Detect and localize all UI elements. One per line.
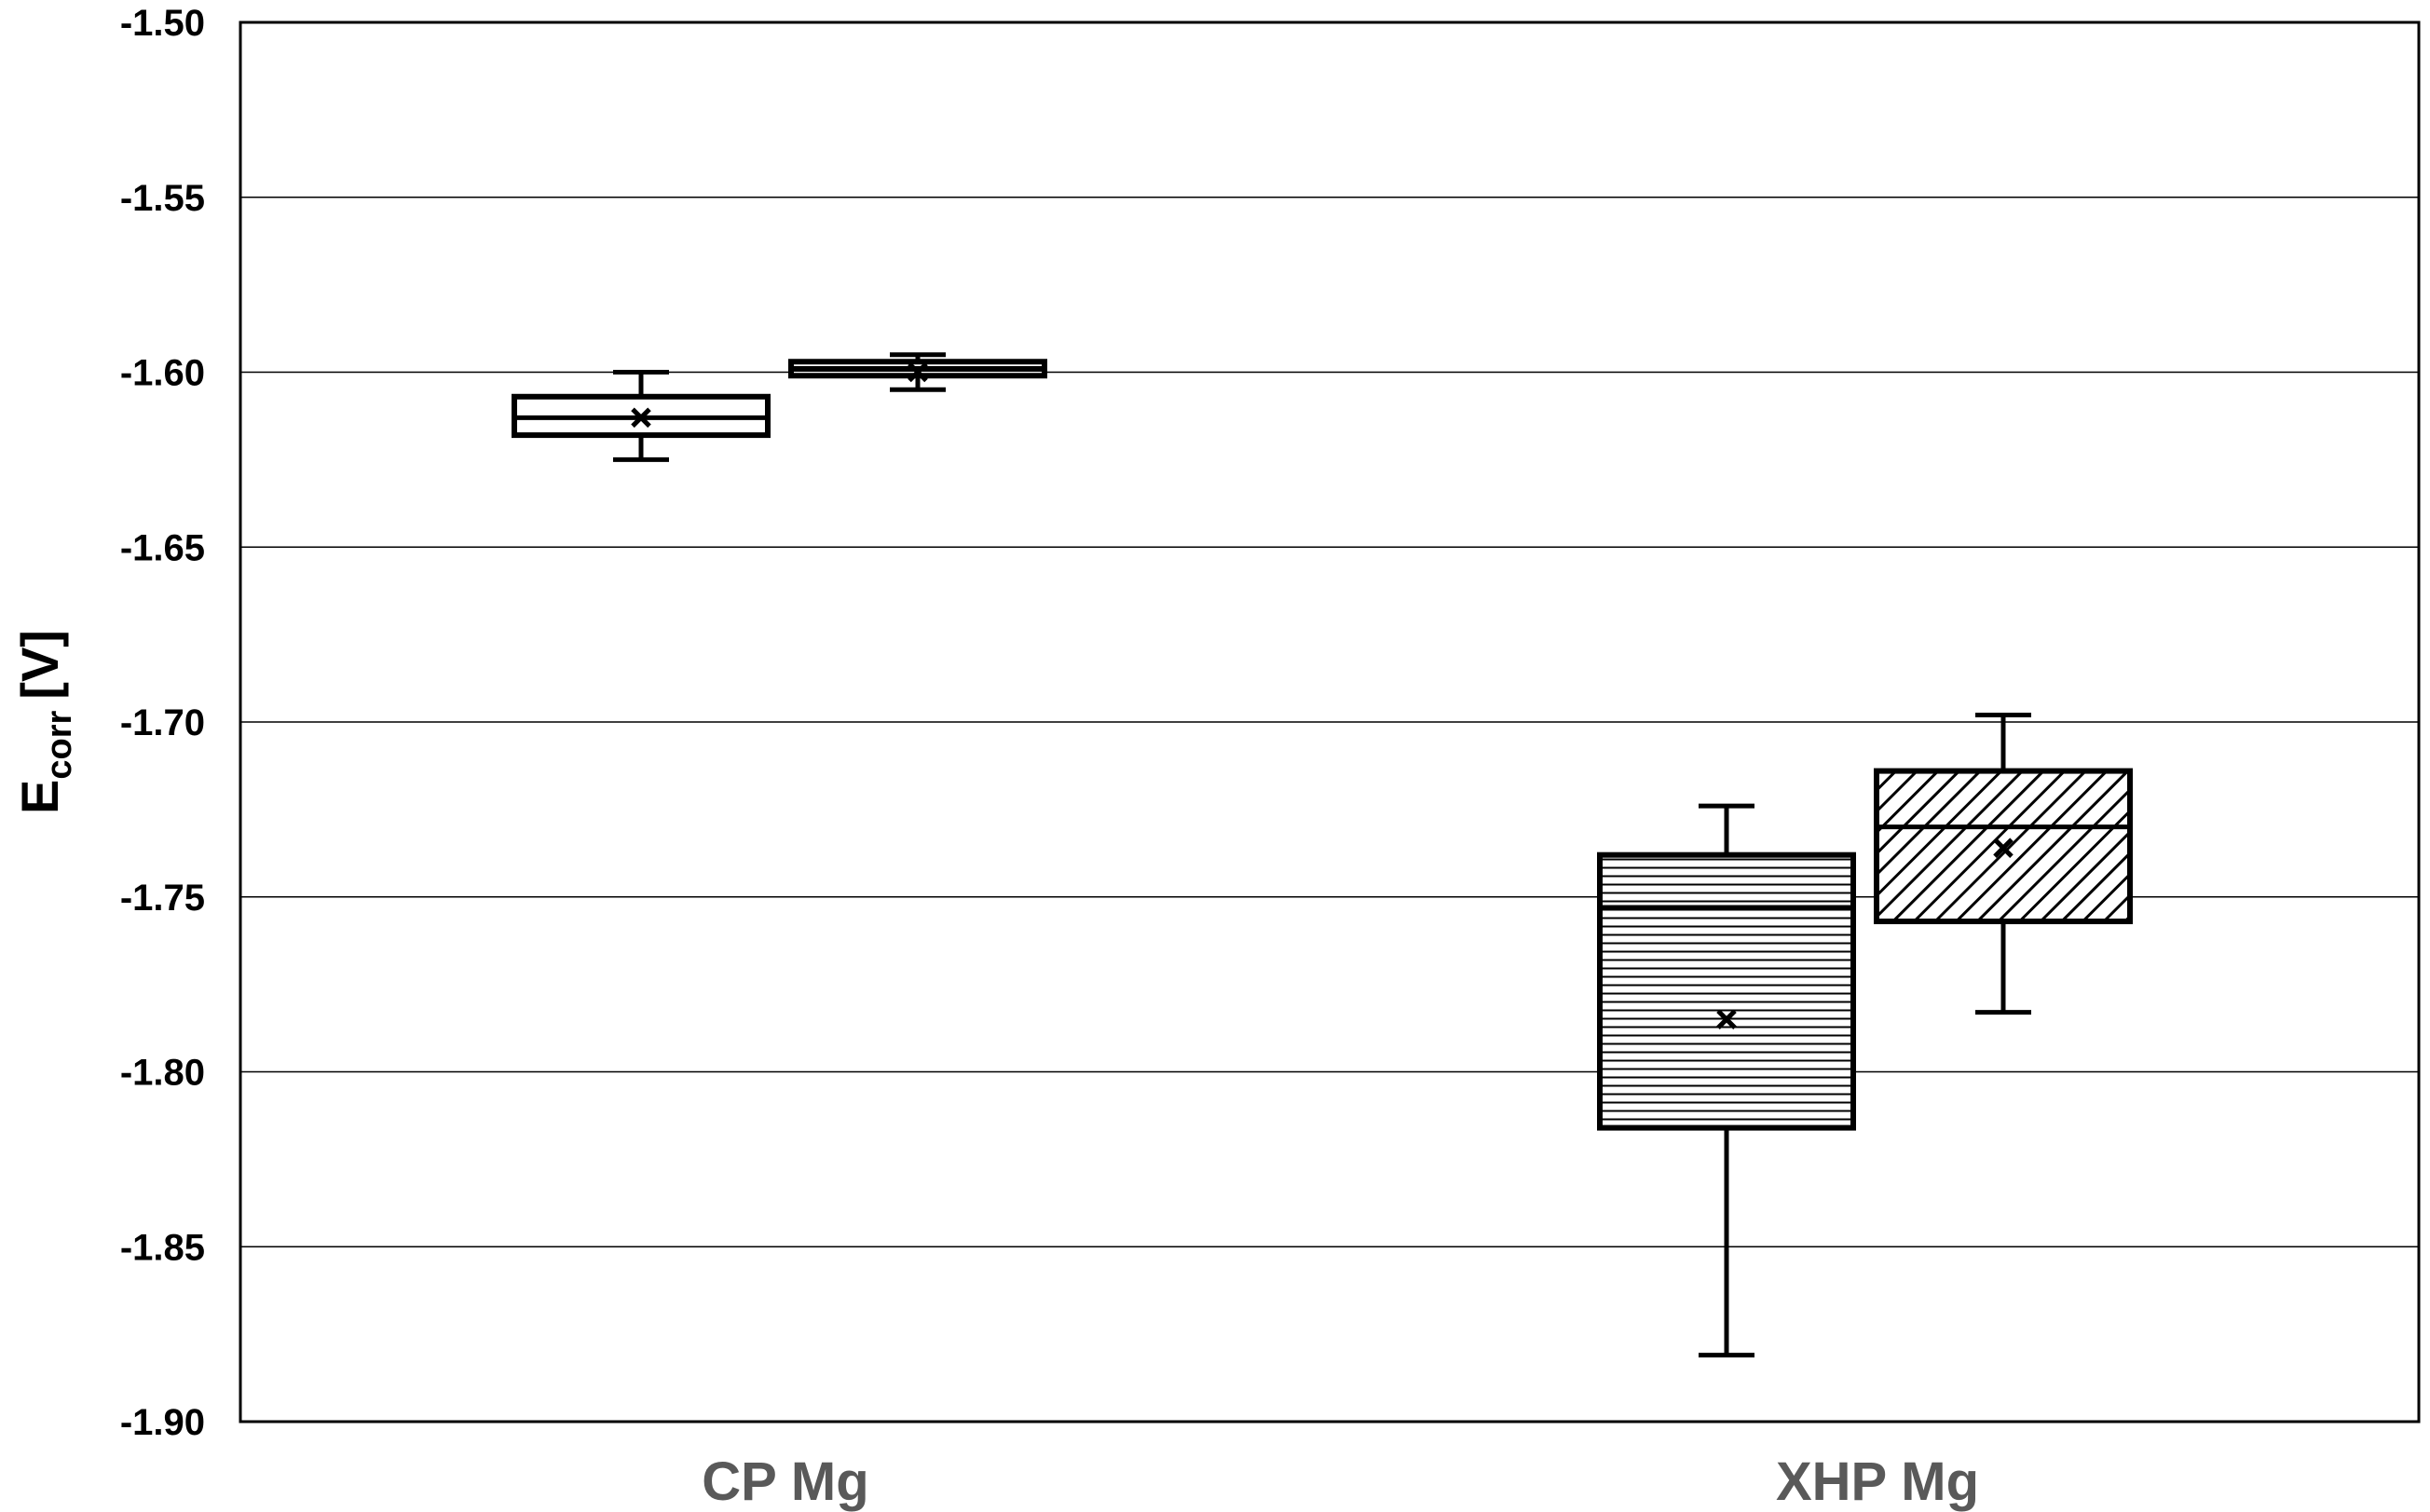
y-tick-label: -1.70 <box>120 702 205 743</box>
mean-marker <box>631 407 651 429</box>
x-category-label: XHP Mg <box>1776 1451 1979 1512</box>
y-axis-title: Ecorr [V] <box>10 630 79 814</box>
y-axis-tick-labels: -1.50 -1.55 -1.60 -1.65 -1.70 -1.75 -1.80 -1.85… <box>120 3 205 1443</box>
y-tick-label: -1.80 <box>120 1053 205 1094</box>
x-category-label: CP Mg <box>702 1451 868 1512</box>
plot-area-border <box>239 20 2421 1423</box>
mean-marker <box>1716 1009 1737 1029</box>
y-tick-label: -1.60 <box>120 353 205 394</box>
y-axis-title-main: E <box>10 780 69 814</box>
y-tick-label: -1.85 <box>120 1227 205 1268</box>
y-tick-label: -1.90 <box>120 1402 205 1443</box>
y-tick-label: -1.50 <box>120 3 205 44</box>
mean-marker <box>908 361 928 383</box>
y-tick-label: -1.65 <box>120 527 205 568</box>
gridlines <box>240 21 2419 1423</box>
box-iqr <box>1597 851 1856 1131</box>
box-item <box>1597 803 1856 1358</box>
box-item <box>788 352 1047 392</box>
x-axis-category-labels: CP Mg XHP Mg <box>702 1451 1979 1512</box>
box-series <box>512 352 2133 1358</box>
y-axis-title-unit: [V] <box>10 630 69 700</box>
mean-marker <box>1993 838 2014 858</box>
y-tick-label: -1.75 <box>120 878 205 919</box>
box-item <box>512 370 771 462</box>
y-axis-title-sub: corr <box>40 710 79 779</box>
box-iqr <box>1874 768 2133 925</box>
y-tick-label: -1.55 <box>120 178 205 219</box>
box-item <box>1874 712 2133 1015</box>
